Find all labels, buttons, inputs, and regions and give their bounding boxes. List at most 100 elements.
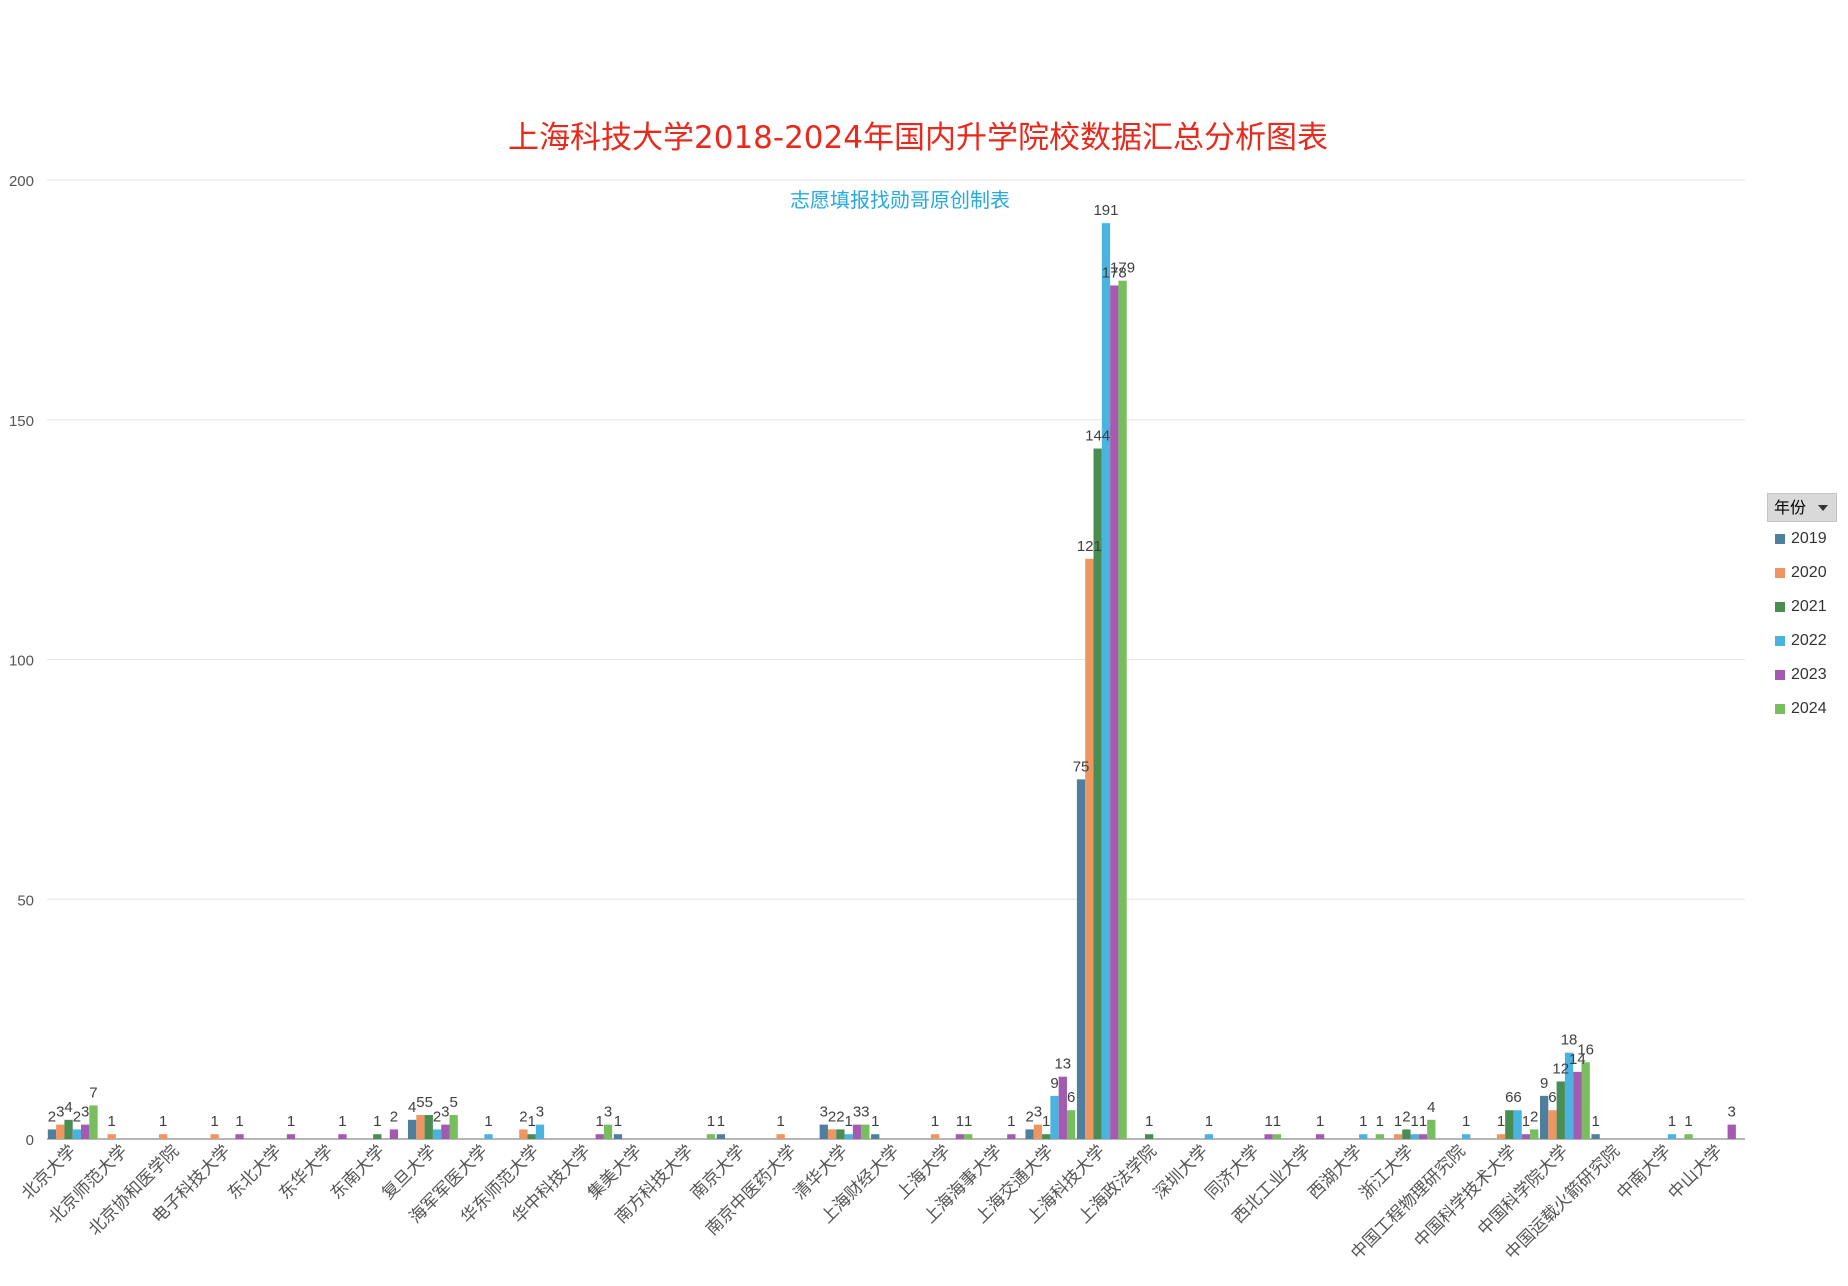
bar-2020 <box>159 1134 168 1139</box>
legend-swatch <box>1775 534 1785 544</box>
data-label: 2 <box>390 1108 398 1125</box>
data-label: 2 <box>836 1108 844 1125</box>
bar-2021 <box>1556 1081 1565 1139</box>
bar-2020 <box>930 1134 940 1139</box>
bar-2021 <box>1144 1134 1154 1139</box>
y-tick-label: 150 <box>9 413 34 430</box>
bar-2023 <box>1110 285 1119 1139</box>
bar-2020 <box>1496 1134 1506 1139</box>
dropdown-caret-icon <box>1818 505 1828 511</box>
data-label: 1 <box>1042 1113 1050 1130</box>
legend-item-2021[interactable]: 2021 <box>1767 590 1837 624</box>
gridlines <box>47 179 1745 1140</box>
bar-2022 <box>1462 1134 1471 1139</box>
bar-2023 <box>1521 1134 1531 1139</box>
data-label: 3 <box>1034 1104 1042 1121</box>
bar-2021 <box>1505 1110 1514 1139</box>
data-label: 1 <box>159 1113 167 1130</box>
data-label: 144 <box>1085 428 1110 445</box>
data-label: 18 <box>1561 1032 1578 1049</box>
data-label: 6 <box>1548 1089 1556 1106</box>
y-axis-ticks: 0 50 100 150 200 <box>9 173 34 1149</box>
data-label: 1 <box>1497 1113 1505 1130</box>
data-label: 2 <box>828 1108 836 1125</box>
data-label: 1 <box>1359 1113 1367 1130</box>
data-label: 1 <box>964 1113 972 1130</box>
data-label: 3 <box>861 1104 869 1121</box>
bar-2024 <box>449 1115 458 1139</box>
legend-item-2022[interactable]: 2022 <box>1767 624 1837 658</box>
data-label: 2 <box>73 1108 81 1125</box>
x-tick-label: 中山大学 <box>1665 1141 1727 1203</box>
bar-2022 <box>535 1124 545 1139</box>
bar-2020 <box>776 1134 785 1139</box>
data-label: 1 <box>707 1113 715 1130</box>
data-label: 1 <box>484 1113 492 1130</box>
x-axis-ticks: 北京大学北京师范大学北京协和医学院电子科技大学东北大学东华大学东南大学复旦大学海… <box>18 1141 1726 1263</box>
legend-item-2024[interactable]: 2024 <box>1767 692 1837 726</box>
bar-2021 <box>373 1134 382 1139</box>
bar-2024 <box>706 1134 716 1139</box>
bar-2023 <box>286 1134 296 1139</box>
data-label: 16 <box>1577 1041 1594 1058</box>
legend-item-2023[interactable]: 2023 <box>1767 658 1837 692</box>
bar-2020 <box>107 1134 116 1139</box>
data-label: 3 <box>81 1104 89 1121</box>
legend-item-2020[interactable]: 2020 <box>1767 556 1837 590</box>
data-label: 1 <box>1376 1113 1384 1130</box>
bar-2022 <box>484 1134 493 1139</box>
x-tick-label: 深圳大学 <box>1150 1141 1212 1203</box>
data-label: 179 <box>1110 260 1135 277</box>
data-label: 1 <box>108 1113 116 1130</box>
bar-2019 <box>1591 1134 1600 1139</box>
bar-2023 <box>81 1124 90 1139</box>
data-label: 1 <box>1591 1113 1599 1130</box>
bar-2019 <box>871 1134 880 1139</box>
data-label: 3 <box>56 1104 64 1121</box>
data-label: 75 <box>1073 758 1090 775</box>
bars <box>47 223 1736 1139</box>
bar-2021 <box>1042 1134 1051 1139</box>
legend-label: 2022 <box>1791 632 1827 649</box>
x-tick-label: 东华大学 <box>275 1141 337 1203</box>
x-tick-label: 东南大学 <box>327 1141 389 1203</box>
data-label: 13 <box>1054 1056 1071 1073</box>
bar-2022 <box>1667 1134 1677 1139</box>
bar-2019 <box>716 1134 726 1139</box>
data-label: 2 <box>433 1108 441 1125</box>
bar-2023 <box>1573 1071 1582 1139</box>
legend-swatch <box>1775 602 1785 612</box>
bar-2023 <box>595 1134 604 1139</box>
legend-label: 2024 <box>1791 700 1827 717</box>
bar-2020 <box>1033 1124 1043 1139</box>
bar-2019 <box>408 1119 417 1139</box>
data-label: 6 <box>1067 1089 1075 1106</box>
bar-2022 <box>1050 1095 1059 1139</box>
bar-2021 <box>1402 1129 1411 1139</box>
bar-2022 <box>1204 1134 1214 1139</box>
y-tick-label: 0 <box>26 1132 34 1149</box>
bar-2024 <box>603 1124 613 1139</box>
bar-2020 <box>1393 1134 1403 1139</box>
data-label: 1 <box>235 1113 243 1130</box>
data-label: 1 <box>1273 1113 1281 1130</box>
data-label: 1 <box>338 1113 346 1130</box>
x-tick-label: 中南大学 <box>1613 1141 1675 1203</box>
data-label: 9 <box>1050 1075 1058 1092</box>
legend-swatch <box>1775 670 1785 680</box>
legend-label: 2020 <box>1791 564 1827 581</box>
data-label: 14 <box>1569 1051 1586 1068</box>
legend-filter-button[interactable]: 年份 <box>1767 493 1837 522</box>
y-tick-label: 100 <box>9 653 34 670</box>
bar-2023 <box>1727 1124 1736 1139</box>
x-tick-label: 东北大学 <box>224 1141 286 1203</box>
bar-2020 <box>1548 1110 1557 1139</box>
data-label: 7 <box>89 1084 97 1101</box>
data-label: 1 <box>596 1113 604 1130</box>
bar-2024 <box>89 1105 98 1139</box>
x-tick-label: 南京中医药大学 <box>702 1141 800 1239</box>
legend-item-2019[interactable]: 2019 <box>1767 522 1837 556</box>
y-tick-label: 50 <box>17 892 34 909</box>
